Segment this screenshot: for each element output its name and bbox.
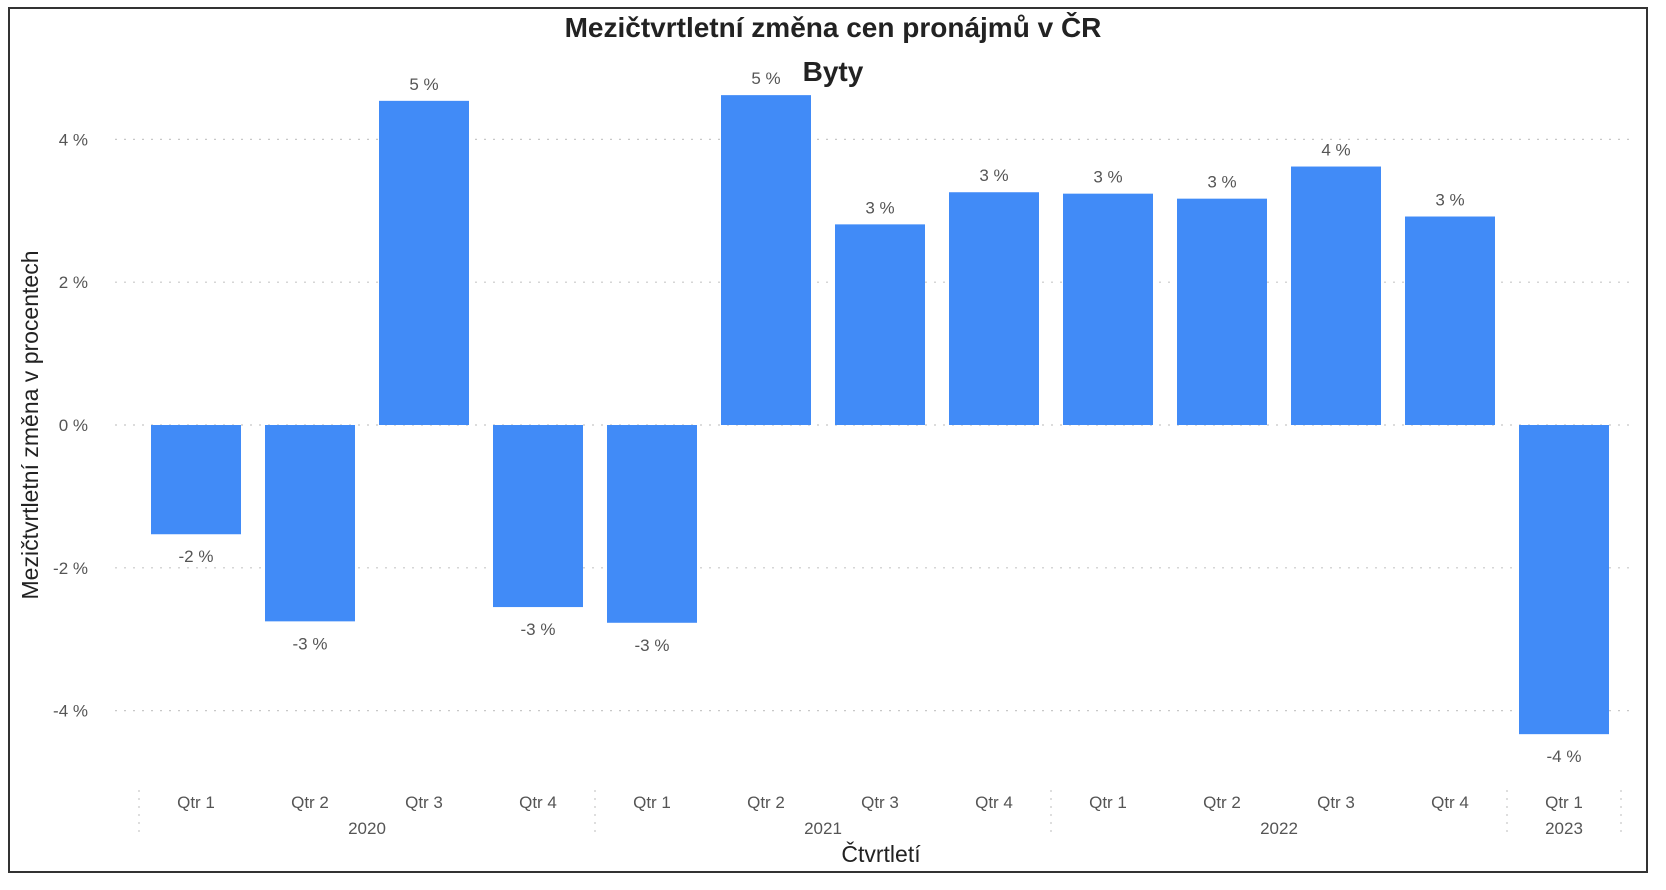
- x-axis: Qtr 1 Qtr 2 Qtr 3 Qtr 4 Qtr 1 Qtr 2 Qtr 3 Qtr 4…: [138, 790, 1622, 838]
- y-axis-ticks: -4 % -2 % 0 % 2 % 4 %: [53, 130, 88, 720]
- bar: [493, 425, 583, 608]
- data-label: 3 %: [865, 198, 894, 217]
- x-tick-label: Qtr 4: [519, 793, 557, 812]
- data-label: 5 %: [751, 69, 780, 88]
- data-label: 4 %: [1321, 141, 1350, 160]
- data-label: 3 %: [1435, 191, 1464, 210]
- bar: [379, 100, 469, 426]
- x-tick-label: Qtr 3: [861, 793, 899, 812]
- chart-subtitle: Byty: [803, 56, 864, 87]
- data-label: -3 %: [635, 636, 670, 655]
- y-tick-label: -4 %: [53, 702, 88, 721]
- bar: [265, 425, 355, 622]
- x-tick-label: Qtr 3: [1317, 793, 1355, 812]
- x-tick-label: Qtr 2: [1203, 793, 1241, 812]
- grid-lines: [115, 138, 1632, 712]
- x-tick-label: Qtr 2: [747, 793, 785, 812]
- x-tick-label: Qtr 1: [177, 793, 215, 812]
- bars: [151, 95, 1609, 735]
- bar: [1405, 216, 1495, 425]
- x-tick-label: Qtr 4: [1431, 793, 1469, 812]
- bar: [1291, 166, 1381, 426]
- year-label: 2023: [1545, 819, 1583, 838]
- x-tick-label: Qtr 3: [405, 793, 443, 812]
- y-tick-label: -2 %: [53, 559, 88, 578]
- bar: [607, 425, 697, 623]
- data-label: 5 %: [409, 75, 438, 94]
- data-label: -3 %: [293, 634, 328, 653]
- x-tick-label: Qtr 1: [1089, 793, 1127, 812]
- data-label: 3 %: [1207, 173, 1236, 192]
- x-tick-label: Qtr 1: [633, 793, 671, 812]
- data-label: -4 %: [1547, 747, 1582, 766]
- bar: [1063, 193, 1153, 425]
- data-label: 3 %: [1093, 168, 1122, 187]
- y-tick-label: 0 %: [59, 416, 88, 435]
- y-tick-label: 2 %: [59, 273, 88, 292]
- bar: [1177, 198, 1267, 425]
- year-label: 2021: [804, 819, 842, 838]
- x-tick-label: Qtr 1: [1545, 793, 1583, 812]
- data-labels: -2 % -3 % 5 % -3 % -3 % 5 % 3 % 3 % 3 % 3 % 4 % 3 %…: [179, 69, 1582, 766]
- data-label: -3 %: [521, 620, 556, 639]
- bar: [1519, 425, 1609, 735]
- x-tick-label: Qtr 2: [291, 793, 329, 812]
- data-label: -2 %: [179, 547, 214, 566]
- bar: [835, 224, 925, 425]
- bar: [721, 95, 811, 426]
- y-axis-title: Mezičtvrtletní změna v procentech: [17, 251, 43, 600]
- y-tick-label: 4 %: [59, 130, 88, 149]
- x-tick-label: Qtr 4: [975, 793, 1013, 812]
- year-label: 2020: [348, 819, 386, 838]
- bar: [151, 425, 241, 535]
- x-axis-title: Čtvrtletí: [841, 840, 921, 867]
- year-label: 2022: [1260, 819, 1298, 838]
- data-label: 3 %: [979, 166, 1008, 185]
- chart-title: Mezičtvrtletní změna cen pronájmů v ČR: [565, 11, 1102, 43]
- bar: [949, 192, 1039, 425]
